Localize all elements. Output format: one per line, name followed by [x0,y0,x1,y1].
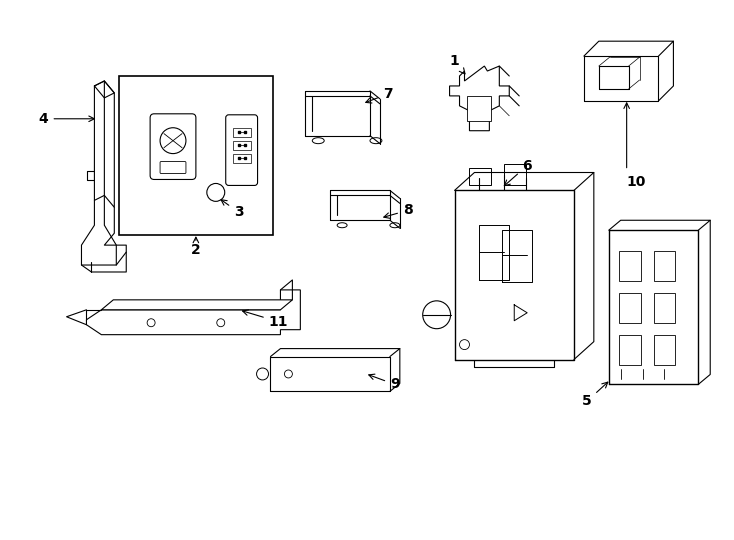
Bar [233,128,250,137]
Text: 7: 7 [366,87,393,103]
Bar [653,293,675,323]
Bar [504,164,526,185]
Bar [619,251,641,281]
Ellipse shape [337,222,347,228]
Text: 1: 1 [450,54,465,74]
FancyBboxPatch shape [150,114,196,179]
FancyBboxPatch shape [226,115,258,185]
Bar [619,335,641,365]
FancyBboxPatch shape [120,76,274,235]
Text: 10: 10 [627,176,647,190]
Bar [653,251,675,281]
FancyBboxPatch shape [160,161,186,173]
Polygon shape [449,66,509,131]
Polygon shape [101,300,292,310]
Ellipse shape [390,222,400,228]
Text: 6: 6 [504,159,532,186]
Text: 3: 3 [221,200,244,219]
Bar [653,335,675,365]
Ellipse shape [370,138,382,144]
Text: 8: 8 [384,203,413,218]
Ellipse shape [312,138,324,144]
Text: 11: 11 [242,310,288,329]
Bar [233,140,250,150]
Text: 5: 5 [582,382,608,408]
Bar [470,167,491,185]
Polygon shape [87,290,300,335]
Text: 9: 9 [368,374,400,392]
Text: 4: 4 [39,112,95,126]
Bar [619,293,641,323]
Bar [233,153,250,163]
Text: 2: 2 [191,243,201,257]
Bar [468,96,491,121]
